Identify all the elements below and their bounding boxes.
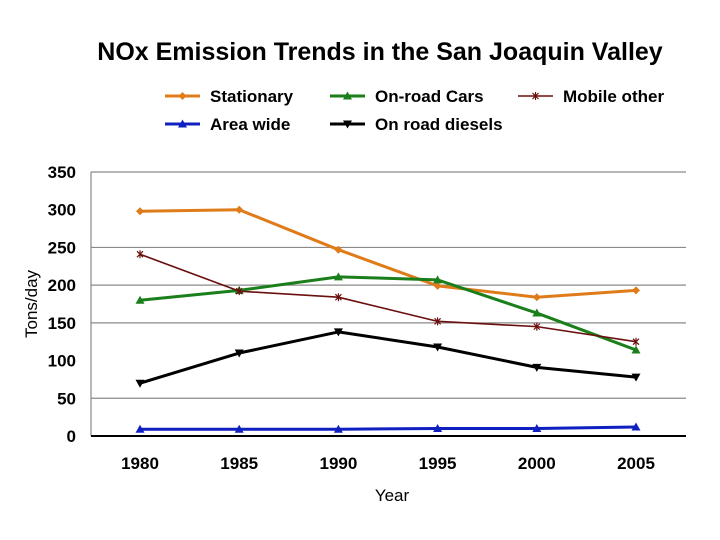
y-tick-label: 0: [67, 427, 76, 446]
legend-label: Mobile other: [563, 87, 664, 106]
legend-label: Stationary: [210, 87, 294, 106]
legend-marker: [532, 92, 539, 100]
y-tick-label: 50: [57, 389, 76, 408]
legend-marker: [178, 119, 187, 128]
data-point-on-road-diesels: [631, 373, 641, 382]
legend-item-stationary: Stationary: [165, 87, 294, 106]
data-point-on-road-cars: [631, 345, 641, 354]
legend-marker: [343, 91, 352, 100]
data-point-stationary: [433, 281, 442, 290]
x-tick-labels: 1980 1985 1990 1995 2000 2005: [121, 454, 655, 473]
x-axis-label: Year: [375, 486, 410, 505]
chart-title: NOx Emission Trends in the San Joaquin V…: [97, 38, 663, 66]
data-point-area-wide: [532, 423, 542, 432]
data-point-area-wide: [631, 422, 641, 431]
series-mobile-other: [136, 250, 640, 346]
legend-marker: [343, 120, 352, 129]
data-point-on-road-diesels: [234, 349, 244, 358]
data-point-mobile-other: [235, 287, 243, 296]
series-on-road-cars: [135, 272, 641, 354]
legend-label: On road diesels: [375, 115, 503, 134]
data-point-on-road-cars: [532, 308, 542, 317]
data-point-on-road-cars: [433, 275, 443, 284]
data-point-stationary: [136, 207, 144, 216]
x-tick-label: 1985: [220, 454, 258, 473]
y-tick-label: 150: [48, 314, 76, 333]
legend-item-mobile-other: Mobile other: [518, 87, 664, 106]
y-tick-label: 200: [48, 276, 76, 295]
axes: [90, 172, 686, 437]
data-point-area-wide: [433, 423, 443, 432]
x-tick-label: 1980: [121, 454, 159, 473]
data-point-stationary: [235, 205, 244, 214]
series-stationary: [136, 205, 640, 302]
y-tick-label: 350: [48, 163, 76, 182]
data-point-area-wide: [234, 424, 244, 433]
y-tick-label: 100: [48, 352, 76, 371]
legend-marker: [178, 92, 187, 100]
legend-label: On-road Cars: [375, 87, 484, 106]
gridlines: [91, 171, 686, 399]
y-tick-labels: 0 50 100 150 200 250 300 350: [48, 163, 76, 446]
y-tick-label: 250: [48, 238, 76, 257]
data-point-stationary: [334, 245, 343, 254]
series-line-area-wide: [140, 425, 637, 431]
data-point-on-road-diesels: [135, 379, 145, 388]
legend-label: Area wide: [210, 115, 290, 134]
data-point-on-road-cars: [135, 295, 145, 304]
data-point-mobile-other: [533, 322, 541, 331]
data-point-area-wide: [135, 424, 145, 433]
series-line-mobile-other: [139, 253, 637, 343]
data-point-stationary: [532, 293, 541, 302]
data-point-on-road-diesels: [333, 328, 343, 337]
data-point-on-road-diesels: [433, 343, 443, 352]
data-point-mobile-other: [334, 293, 342, 302]
y-tick-label: 300: [48, 201, 76, 220]
legend: Stationary On-road Cars Mobile other Area w…: [165, 87, 664, 134]
series-group: [135, 205, 641, 433]
data-point-mobile-other: [434, 317, 442, 326]
x-tick-label: 1995: [419, 454, 457, 473]
legend-item-on-road-diesels: On road diesels: [330, 115, 503, 134]
series-on-road-diesels: [135, 328, 641, 388]
data-point-on-road-cars: [333, 272, 343, 281]
data-point-on-road-diesels: [532, 363, 542, 372]
x-tick-label: 1990: [319, 454, 357, 473]
series-line-on-road-diesels: [139, 330, 637, 385]
legend-item-area-wide: Area wide: [165, 115, 290, 134]
x-tick-label: 2000: [518, 454, 556, 473]
series-line-on-road-cars: [139, 275, 637, 352]
y-axis-label: Tons/day: [22, 269, 41, 338]
legend-item-on-road-cars: On-road Cars: [330, 87, 484, 106]
series-area-wide: [135, 422, 641, 433]
series-line-stationary: [139, 208, 637, 299]
data-point-mobile-other: [632, 337, 640, 346]
data-point-area-wide: [333, 424, 343, 433]
x-tick-label: 2005: [617, 454, 655, 473]
data-point-mobile-other: [136, 250, 144, 259]
data-point-stationary: [632, 286, 640, 295]
